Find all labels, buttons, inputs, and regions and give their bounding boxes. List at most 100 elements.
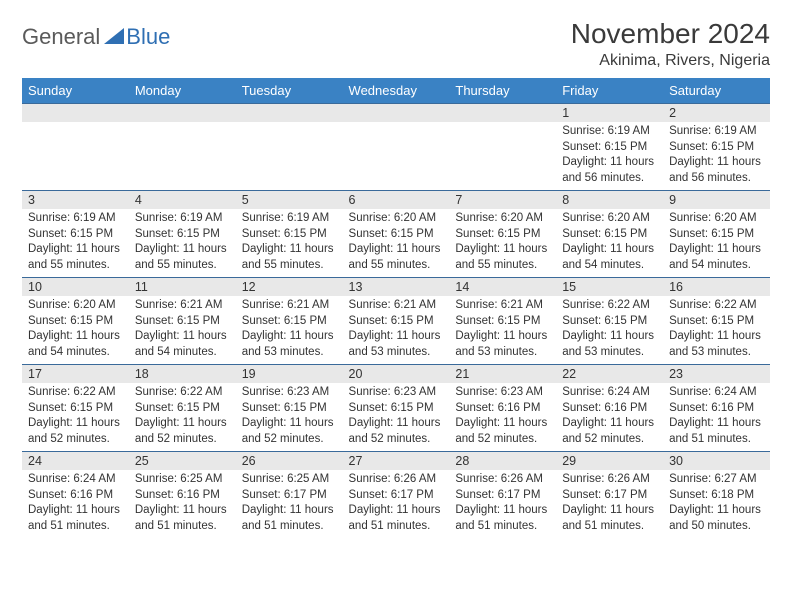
sunset-text: Sunset: 6:15 PM [28,401,123,417]
daylight-text: Daylight: 11 hours and 51 minutes. [669,416,764,447]
weekday-header: Tuesday [236,78,343,104]
daylight-text: Daylight: 11 hours and 51 minutes. [349,503,444,534]
sunrise-text: Sunrise: 6:20 AM [562,211,657,227]
day-number: 18 [129,365,236,383]
sunset-text: Sunset: 6:16 PM [135,488,230,504]
calendar-cell: 4Sunrise: 6:19 AMSunset: 6:15 PMDaylight… [129,191,236,278]
sunrise-text: Sunrise: 6:20 AM [28,298,123,314]
sunset-text: Sunset: 6:15 PM [455,314,550,330]
calendar-cell [22,104,129,191]
page-header: General Blue November 2024 Akinima, Rive… [22,18,770,70]
sunset-text: Sunset: 6:15 PM [135,401,230,417]
sunrise-text: Sunrise: 6:21 AM [242,298,337,314]
day-number: 8 [556,191,663,209]
sunset-text: Sunset: 6:18 PM [669,488,764,504]
cell-details: Sunrise: 6:24 AMSunset: 6:16 PMDaylight:… [663,383,770,451]
day-number [449,104,556,122]
sunrise-text: Sunrise: 6:27 AM [669,472,764,488]
calendar-cell: 29Sunrise: 6:26 AMSunset: 6:17 PMDayligh… [556,452,663,539]
sunrise-text: Sunrise: 6:22 AM [562,298,657,314]
day-number [22,104,129,122]
calendar-header-row: SundayMondayTuesdayWednesdayThursdayFrid… [22,78,770,104]
daylight-text: Daylight: 11 hours and 51 minutes. [135,503,230,534]
sunset-text: Sunset: 6:15 PM [242,227,337,243]
day-number: 10 [22,278,129,296]
daylight-text: Daylight: 11 hours and 54 minutes. [669,242,764,273]
calendar-cell: 25Sunrise: 6:25 AMSunset: 6:16 PMDayligh… [129,452,236,539]
sunset-text: Sunset: 6:16 PM [669,401,764,417]
cell-details: Sunrise: 6:21 AMSunset: 6:15 PMDaylight:… [129,296,236,364]
daylight-text: Daylight: 11 hours and 50 minutes. [669,503,764,534]
daylight-text: Daylight: 11 hours and 53 minutes. [455,329,550,360]
daylight-text: Daylight: 11 hours and 54 minutes. [135,329,230,360]
daylight-text: Daylight: 11 hours and 51 minutes. [242,503,337,534]
sunset-text: Sunset: 6:15 PM [135,314,230,330]
sunset-text: Sunset: 6:15 PM [669,140,764,156]
sunset-text: Sunset: 6:15 PM [669,227,764,243]
calendar-cell: 23Sunrise: 6:24 AMSunset: 6:16 PMDayligh… [663,365,770,452]
weekday-header: Wednesday [343,78,450,104]
day-number: 19 [236,365,343,383]
cell-details: Sunrise: 6:22 AMSunset: 6:15 PMDaylight:… [556,296,663,364]
sunrise-text: Sunrise: 6:23 AM [242,385,337,401]
cell-details: Sunrise: 6:27 AMSunset: 6:18 PMDaylight:… [663,470,770,538]
calendar-row: 17Sunrise: 6:22 AMSunset: 6:15 PMDayligh… [22,365,770,452]
sunset-text: Sunset: 6:15 PM [349,401,444,417]
calendar-cell [236,104,343,191]
daylight-text: Daylight: 11 hours and 53 minutes. [562,329,657,360]
sunset-text: Sunset: 6:15 PM [242,314,337,330]
cell-details: Sunrise: 6:25 AMSunset: 6:17 PMDaylight:… [236,470,343,538]
calendar-cell [449,104,556,191]
sunrise-text: Sunrise: 6:19 AM [135,211,230,227]
weekday-header: Friday [556,78,663,104]
calendar-cell: 17Sunrise: 6:22 AMSunset: 6:15 PMDayligh… [22,365,129,452]
sunrise-text: Sunrise: 6:19 AM [669,124,764,140]
sunrise-text: Sunrise: 6:26 AM [562,472,657,488]
sunset-text: Sunset: 6:16 PM [28,488,123,504]
sunrise-text: Sunrise: 6:22 AM [135,385,230,401]
logo: General Blue [22,18,170,50]
day-number: 27 [343,452,450,470]
daylight-text: Daylight: 11 hours and 53 minutes. [242,329,337,360]
month-title: November 2024 [571,18,770,50]
calendar-cell: 21Sunrise: 6:23 AMSunset: 6:16 PMDayligh… [449,365,556,452]
logo-text-blue: Blue [126,24,170,50]
calendar-cell: 20Sunrise: 6:23 AMSunset: 6:15 PMDayligh… [343,365,450,452]
day-number: 21 [449,365,556,383]
day-number: 30 [663,452,770,470]
sunset-text: Sunset: 6:15 PM [455,227,550,243]
calendar-cell: 8Sunrise: 6:20 AMSunset: 6:15 PMDaylight… [556,191,663,278]
calendar-cell: 28Sunrise: 6:26 AMSunset: 6:17 PMDayligh… [449,452,556,539]
sunset-text: Sunset: 6:15 PM [28,227,123,243]
cell-details: Sunrise: 6:19 AMSunset: 6:15 PMDaylight:… [663,122,770,190]
calendar-row: 3Sunrise: 6:19 AMSunset: 6:15 PMDaylight… [22,191,770,278]
calendar-cell: 2Sunrise: 6:19 AMSunset: 6:15 PMDaylight… [663,104,770,191]
sunset-text: Sunset: 6:15 PM [135,227,230,243]
day-number: 16 [663,278,770,296]
cell-details: Sunrise: 6:20 AMSunset: 6:15 PMDaylight:… [556,209,663,277]
cell-details: Sunrise: 6:20 AMSunset: 6:15 PMDaylight:… [343,209,450,277]
cell-details: Sunrise: 6:23 AMSunset: 6:16 PMDaylight:… [449,383,556,451]
daylight-text: Daylight: 11 hours and 55 minutes. [455,242,550,273]
daylight-text: Daylight: 11 hours and 52 minutes. [135,416,230,447]
sunset-text: Sunset: 6:17 PM [349,488,444,504]
calendar-cell [343,104,450,191]
logo-text-general: General [22,24,100,50]
calendar-cell: 16Sunrise: 6:22 AMSunset: 6:15 PMDayligh… [663,278,770,365]
weekday-header: Thursday [449,78,556,104]
sunrise-text: Sunrise: 6:21 AM [349,298,444,314]
calendar-cell: 24Sunrise: 6:24 AMSunset: 6:16 PMDayligh… [22,452,129,539]
sunrise-text: Sunrise: 6:20 AM [349,211,444,227]
title-block: November 2024 Akinima, Rivers, Nigeria [571,18,770,70]
sunrise-text: Sunrise: 6:25 AM [242,472,337,488]
sunrise-text: Sunrise: 6:20 AM [669,211,764,227]
calendar-table: SundayMondayTuesdayWednesdayThursdayFrid… [22,78,770,538]
sunrise-text: Sunrise: 6:20 AM [455,211,550,227]
daylight-text: Daylight: 11 hours and 55 minutes. [242,242,337,273]
daylight-text: Daylight: 11 hours and 53 minutes. [669,329,764,360]
sunset-text: Sunset: 6:15 PM [349,314,444,330]
day-number: 28 [449,452,556,470]
sunrise-text: Sunrise: 6:21 AM [135,298,230,314]
day-number: 9 [663,191,770,209]
cell-details: Sunrise: 6:24 AMSunset: 6:16 PMDaylight:… [556,383,663,451]
